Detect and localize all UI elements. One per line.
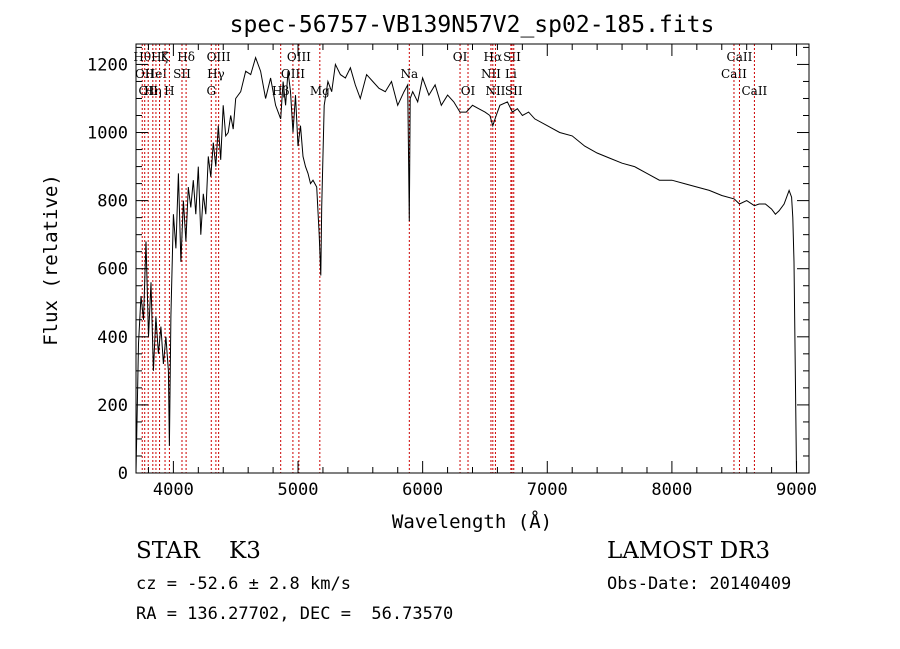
x-tick-label: 6000 — [402, 480, 443, 500]
line-label: OI — [453, 50, 468, 64]
line-label: Hα — [484, 50, 503, 64]
line-label: OII — [135, 67, 155, 81]
x-tick-label: 4000 — [153, 480, 194, 500]
line-label: OIII — [207, 50, 231, 64]
line-label: SII — [505, 84, 523, 98]
y-tick-label: 600 — [97, 260, 128, 280]
coordinates: RA = 136.27702, DEC = 56.73570 — [136, 604, 454, 624]
y-tick-label: 0 — [118, 464, 128, 484]
plot-frame — [135, 43, 810, 474]
y-tick-label: 800 — [97, 192, 128, 212]
line-label: Li — [505, 67, 517, 81]
object-class: STAR K3 — [136, 538, 261, 564]
redshift-velocity: cz = -52.6 ± 2.8 km/s — [136, 574, 351, 594]
x-tick-label: 9000 — [776, 480, 817, 500]
x-tick-label: 8000 — [651, 480, 692, 500]
line-label: HeI — [145, 67, 168, 81]
x-tick-label: 7000 — [527, 480, 568, 500]
line-label: CaII — [727, 50, 753, 64]
line-label: G — [206, 84, 216, 98]
spectrum-line — [135, 55, 797, 474]
line-label: Hζ — [151, 50, 168, 64]
line-label: K — [161, 50, 171, 64]
axis-ticks: 4000 5000 6000 7000 8000 9000 0 200 400 600 800 100… — [87, 44, 817, 500]
line-label: Na — [400, 67, 418, 81]
line-label: Hγ — [207, 67, 225, 81]
y-tick-label: 1000 — [87, 124, 128, 144]
line-label: OI — [461, 84, 476, 98]
line-label: OII — [139, 84, 159, 98]
chart-title: spec-56757-VB139N57V2_sp02-185.fits — [230, 12, 715, 38]
line-label: Hη — [144, 84, 162, 98]
line-label: OIII — [287, 50, 311, 64]
line-label: Hθ — [133, 50, 151, 64]
line-markers: HθOIIOIIHηHeIHζKHSIIHδGHγOIIIHβOIIIOIIIM… — [133, 44, 768, 473]
y-tick-label: 200 — [97, 396, 128, 416]
y-tick-label: 400 — [97, 328, 128, 348]
line-label: NII — [481, 67, 501, 81]
survey-name: LAMOST DR3 — [607, 538, 771, 564]
line-label: Hβ — [272, 84, 289, 98]
x-axis-label: Wavelength (Å) — [392, 510, 552, 533]
line-label: OIII — [281, 67, 305, 81]
y-tick-label: 1200 — [87, 55, 128, 75]
line-label: H — [164, 84, 174, 98]
line-label: SII — [173, 67, 191, 81]
line-label: SII — [503, 50, 521, 64]
observation-date: Obs-Date: 20140409 — [607, 574, 792, 594]
line-label: NII — [485, 84, 505, 98]
line-label: CaII — [721, 67, 747, 81]
y-axis-label: Flux (relative) — [40, 174, 62, 346]
line-label: Hδ — [177, 50, 195, 64]
line-label: Mg — [310, 84, 330, 98]
line-label: CaII — [741, 84, 767, 98]
x-tick-label: 5000 — [278, 480, 319, 500]
